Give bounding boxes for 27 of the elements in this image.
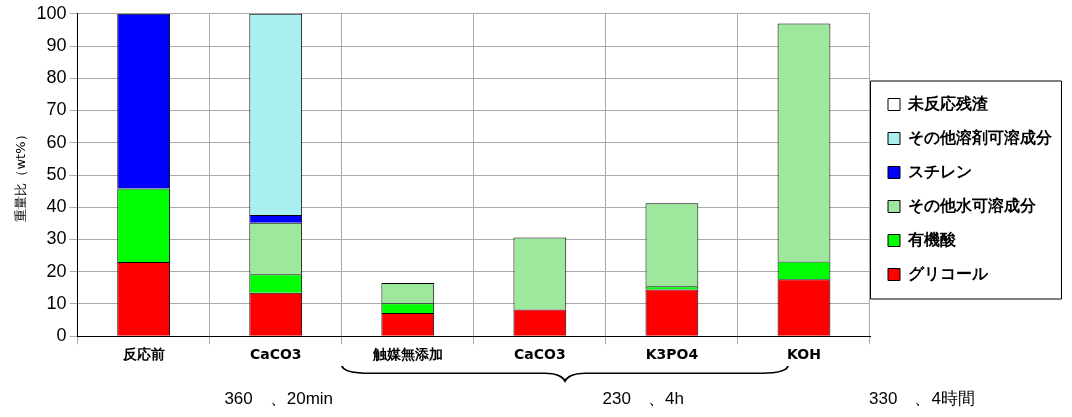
- text: 230 、4h: [602, 388, 684, 408]
- legend-label: グリコール: [908, 263, 989, 283]
- y-tick-label: 40: [46, 196, 67, 217]
- x-tick-label: K3PO4: [645, 346, 699, 363]
- y-tick-label: 50: [46, 163, 67, 184]
- x-tick-label: 触媒無添加: [371, 346, 443, 363]
- y-tick-label: 10: [46, 292, 67, 313]
- x-tick-label: CaCO3: [249, 346, 302, 363]
- text: 330 、4時間: [869, 388, 975, 408]
- legend-label: その他水可溶成分: [908, 195, 1037, 215]
- y-axis-title: 重量比（wt%）: [13, 128, 29, 222]
- y-tick-label: 70: [46, 99, 67, 120]
- y-tick-label: 30: [46, 228, 67, 249]
- y-tick-label: 20: [46, 260, 67, 281]
- y-tick-label: 60: [46, 131, 67, 152]
- legend-label: 有機酸: [907, 229, 957, 249]
- text: 360 、20min: [224, 388, 334, 408]
- legend-label: 未反応残渣: [907, 93, 988, 113]
- x-tick-label: 反応前: [121, 346, 165, 363]
- x-tick-label: CaCO3: [514, 346, 566, 363]
- legend-label: その他溶剤可溶成分: [908, 127, 1053, 147]
- legend-label: スチレン: [908, 161, 972, 181]
- y-tick-label: 90: [46, 35, 67, 56]
- y-tick-label: 100: [36, 2, 67, 23]
- y-tick-label: 80: [46, 67, 67, 88]
- x-tick-label: KOH: [787, 346, 821, 363]
- y-tick-label: 0: [56, 325, 67, 346]
